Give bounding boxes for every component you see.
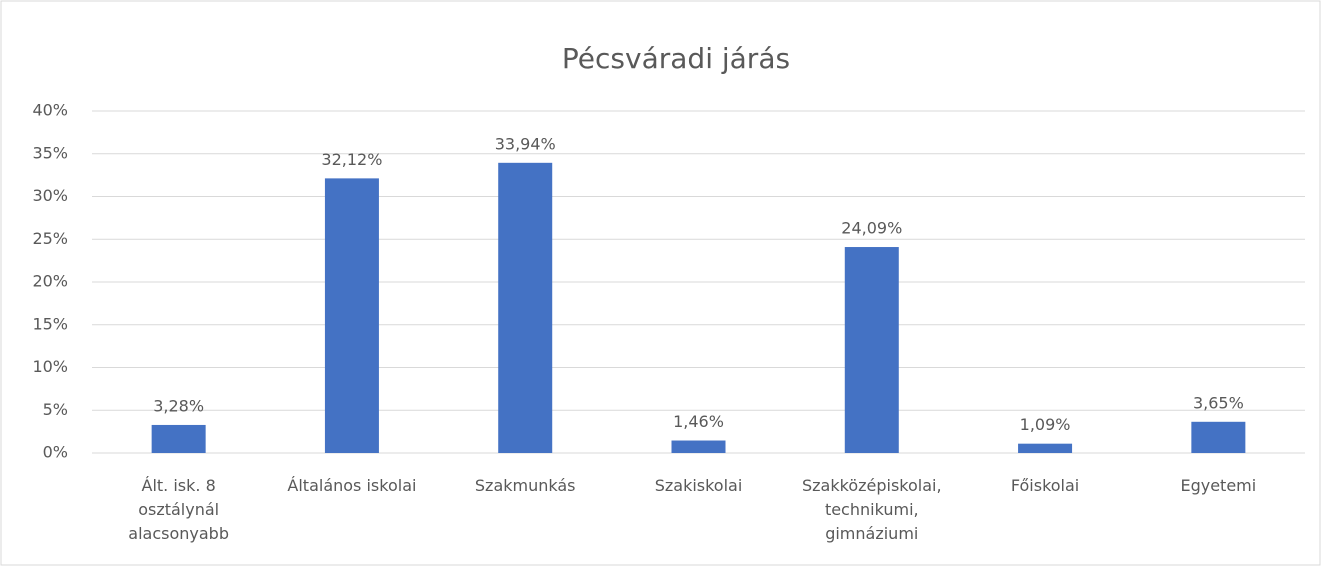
bar — [671, 440, 726, 453]
bar — [324, 178, 379, 453]
y-tick-label: 35% — [32, 143, 68, 162]
bar — [844, 247, 899, 453]
data-label: 3,65% — [1193, 393, 1244, 412]
data-label: 3,28% — [153, 396, 204, 415]
x-tick-label: Főiskolai — [1010, 476, 1080, 495]
bar — [1018, 443, 1073, 453]
y-tick-label: 30% — [32, 186, 68, 205]
data-label: 1,09% — [1020, 415, 1071, 434]
y-tick-label: 25% — [32, 229, 68, 248]
chart-title: Pécsváradi járás — [562, 42, 790, 75]
bar — [1191, 421, 1246, 453]
y-tick-label: 10% — [32, 357, 68, 376]
y-tick-label: 15% — [32, 314, 68, 333]
x-tick-label: Egyetemi — [1180, 476, 1257, 495]
x-tick-label: Ált. isk. 8 osztálynál alacsonyabb — [128, 476, 229, 543]
data-label: 33,94% — [495, 134, 556, 153]
x-tick-label: Általános iskolai — [287, 476, 417, 495]
y-tick-label: 0% — [43, 443, 68, 462]
data-label: 1,46% — [673, 412, 724, 431]
y-tick-label: 40% — [32, 101, 68, 120]
bar — [151, 424, 206, 453]
data-label: 32,12% — [321, 150, 382, 169]
y-tick-label: 5% — [43, 400, 68, 419]
x-tick-label: Szakmunkás — [474, 476, 576, 495]
data-label: 24,09% — [841, 219, 902, 238]
x-tick-label: Szakközépiskolai, technikumi, gimnáziumi — [802, 476, 942, 543]
bar — [498, 162, 553, 454]
x-tick-label: Szakiskolai — [654, 476, 743, 495]
y-tick-label: 20% — [32, 272, 68, 291]
